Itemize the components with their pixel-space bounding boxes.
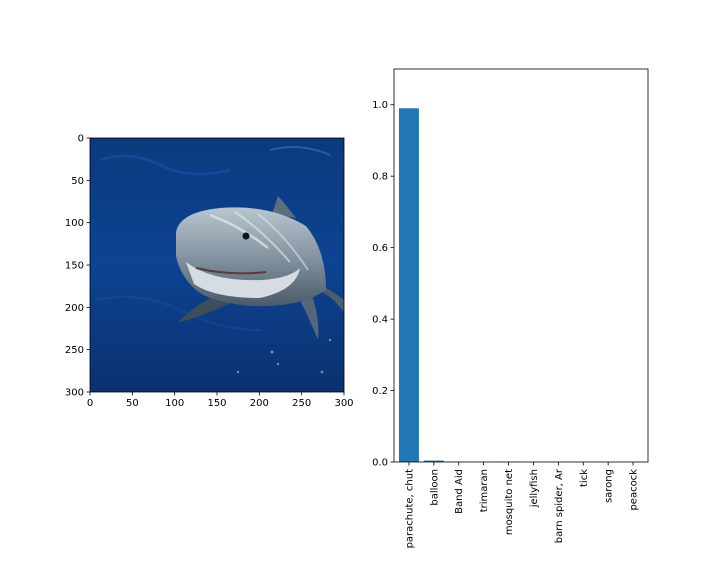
bars xyxy=(398,108,644,463)
bar-chart: 0.0 0.2 0.4 0.6 0.8 1.0 parachute, chut balloo… xyxy=(372,68,649,548)
shark-photo xyxy=(90,138,344,392)
image-panel: 0 50 100 150 200 250 300 0 50 100 150 200 250 300 xyxy=(65,134,354,410)
bar-category-label: barn spider, Ar xyxy=(554,468,565,543)
bar-category-label: peacock xyxy=(629,469,640,511)
image-x-tick-label: 200 xyxy=(250,398,269,409)
pectoral-fin-left xyxy=(178,298,232,322)
image-x-tick-label: 300 xyxy=(334,398,353,409)
bar-category-label: balloon xyxy=(429,469,440,506)
image-x-tick-label: 50 xyxy=(126,398,139,409)
image-x-ticks: 0 50 100 150 200 250 300 xyxy=(87,392,354,409)
dorsal-fin xyxy=(272,196,296,218)
bar-category-label: trimaran xyxy=(479,469,490,512)
bar-y-ticks: 0.0 0.2 0.4 0.6 0.8 1.0 xyxy=(372,100,394,469)
image-y-tick-label: 0 xyxy=(78,134,84,145)
pectoral-fin-right xyxy=(300,296,319,340)
image-y-tick-label: 100 xyxy=(65,218,84,229)
bar-category-label: parachute, chut xyxy=(404,469,415,548)
bar-y-tick-label: 1.0 xyxy=(372,100,388,111)
image-y-tick-label: 150 xyxy=(65,261,84,272)
bar-category-label: tick xyxy=(579,469,590,487)
bar-y-tick-label: 0.6 xyxy=(372,243,388,254)
bar-category-label: mosquito net xyxy=(504,469,515,535)
shark-jaw xyxy=(186,262,300,298)
bar xyxy=(398,108,419,463)
image-x-tick-label: 150 xyxy=(207,398,226,409)
image-x-tick-label: 250 xyxy=(292,398,311,409)
bar-x-ticks: parachute, chut balloon Band Aid trimaran mo… xyxy=(404,462,640,548)
bar-category-label: sarong xyxy=(604,469,615,503)
image-x-tick-label: 100 xyxy=(165,398,184,409)
bar-y-tick-label: 0.0 xyxy=(372,458,388,469)
bar-category-label: jellyfish xyxy=(529,469,540,508)
bar-y-tick-label: 0.2 xyxy=(372,386,388,397)
shark-eye xyxy=(242,232,250,240)
bar-y-tick-label: 0.8 xyxy=(372,172,388,183)
image-y-ticks: 0 50 100 150 200 250 300 xyxy=(65,134,90,399)
image-y-tick-label: 300 xyxy=(65,388,84,399)
image-y-tick-label: 50 xyxy=(71,176,84,187)
image-x-tick-label: 0 xyxy=(87,398,93,409)
bar-y-tick-label: 0.4 xyxy=(372,315,388,326)
image-y-tick-label: 250 xyxy=(65,345,84,356)
image-y-tick-label: 200 xyxy=(65,303,84,314)
bar xyxy=(423,460,444,462)
bar-category-label: Band Aid xyxy=(454,469,465,514)
